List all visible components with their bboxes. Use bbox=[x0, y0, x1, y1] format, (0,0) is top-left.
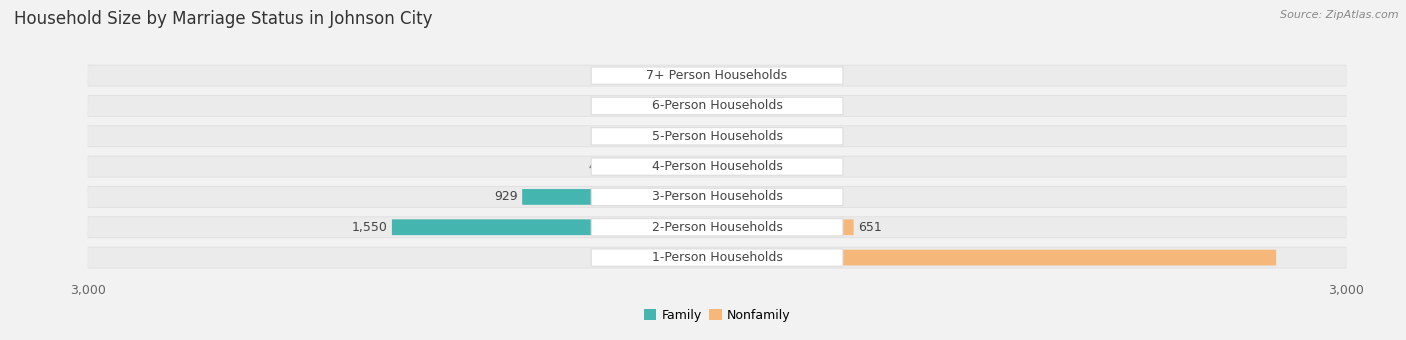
Text: 147: 147 bbox=[658, 100, 682, 113]
FancyBboxPatch shape bbox=[89, 66, 1346, 86]
Text: Household Size by Marriage Status in Johnson City: Household Size by Marriage Status in Joh… bbox=[14, 10, 433, 28]
Text: 6-Person Households: 6-Person Households bbox=[651, 100, 783, 113]
Text: 11: 11 bbox=[724, 160, 740, 173]
FancyBboxPatch shape bbox=[522, 189, 717, 205]
Text: 153: 153 bbox=[657, 130, 681, 143]
Text: 929: 929 bbox=[495, 190, 517, 203]
FancyBboxPatch shape bbox=[89, 217, 1346, 237]
FancyBboxPatch shape bbox=[717, 189, 730, 205]
FancyBboxPatch shape bbox=[89, 187, 1346, 207]
Text: 0: 0 bbox=[749, 130, 758, 143]
FancyBboxPatch shape bbox=[591, 219, 844, 236]
FancyBboxPatch shape bbox=[591, 97, 844, 115]
FancyBboxPatch shape bbox=[717, 219, 853, 235]
FancyBboxPatch shape bbox=[87, 216, 1347, 238]
FancyBboxPatch shape bbox=[87, 65, 1347, 87]
FancyBboxPatch shape bbox=[717, 159, 720, 174]
FancyBboxPatch shape bbox=[87, 156, 1347, 177]
FancyBboxPatch shape bbox=[717, 98, 745, 114]
Text: 4-Person Households: 4-Person Households bbox=[651, 160, 783, 173]
FancyBboxPatch shape bbox=[717, 250, 1277, 266]
FancyBboxPatch shape bbox=[87, 246, 1347, 269]
FancyBboxPatch shape bbox=[89, 96, 1346, 116]
FancyBboxPatch shape bbox=[591, 188, 844, 206]
FancyBboxPatch shape bbox=[89, 248, 1346, 268]
Text: 7+ Person Households: 7+ Person Households bbox=[647, 69, 787, 82]
FancyBboxPatch shape bbox=[89, 157, 1346, 176]
Text: 59: 59 bbox=[734, 190, 749, 203]
FancyBboxPatch shape bbox=[717, 129, 745, 144]
Text: 47: 47 bbox=[688, 69, 703, 82]
FancyBboxPatch shape bbox=[686, 98, 717, 114]
Text: 2-Person Households: 2-Person Households bbox=[651, 221, 783, 234]
Legend: Family, Nonfamily: Family, Nonfamily bbox=[644, 309, 790, 322]
Text: 3-Person Households: 3-Person Households bbox=[651, 190, 783, 203]
FancyBboxPatch shape bbox=[591, 128, 844, 145]
Text: 0: 0 bbox=[749, 69, 758, 82]
Text: 479: 479 bbox=[589, 160, 613, 173]
Text: 0: 0 bbox=[749, 100, 758, 113]
FancyBboxPatch shape bbox=[392, 219, 717, 235]
Text: 2,665: 2,665 bbox=[1230, 251, 1270, 264]
Text: 1-Person Households: 1-Person Households bbox=[651, 251, 783, 264]
FancyBboxPatch shape bbox=[591, 158, 844, 175]
FancyBboxPatch shape bbox=[87, 95, 1347, 117]
Text: 1,550: 1,550 bbox=[352, 221, 388, 234]
FancyBboxPatch shape bbox=[591, 249, 844, 266]
Text: 5-Person Households: 5-Person Households bbox=[651, 130, 783, 143]
Text: 651: 651 bbox=[858, 221, 882, 234]
FancyBboxPatch shape bbox=[617, 159, 717, 174]
FancyBboxPatch shape bbox=[87, 125, 1347, 147]
FancyBboxPatch shape bbox=[717, 68, 745, 84]
FancyBboxPatch shape bbox=[707, 68, 717, 84]
FancyBboxPatch shape bbox=[591, 67, 844, 84]
FancyBboxPatch shape bbox=[89, 126, 1346, 146]
Text: Source: ZipAtlas.com: Source: ZipAtlas.com bbox=[1281, 10, 1399, 20]
FancyBboxPatch shape bbox=[87, 186, 1347, 208]
FancyBboxPatch shape bbox=[685, 129, 717, 144]
